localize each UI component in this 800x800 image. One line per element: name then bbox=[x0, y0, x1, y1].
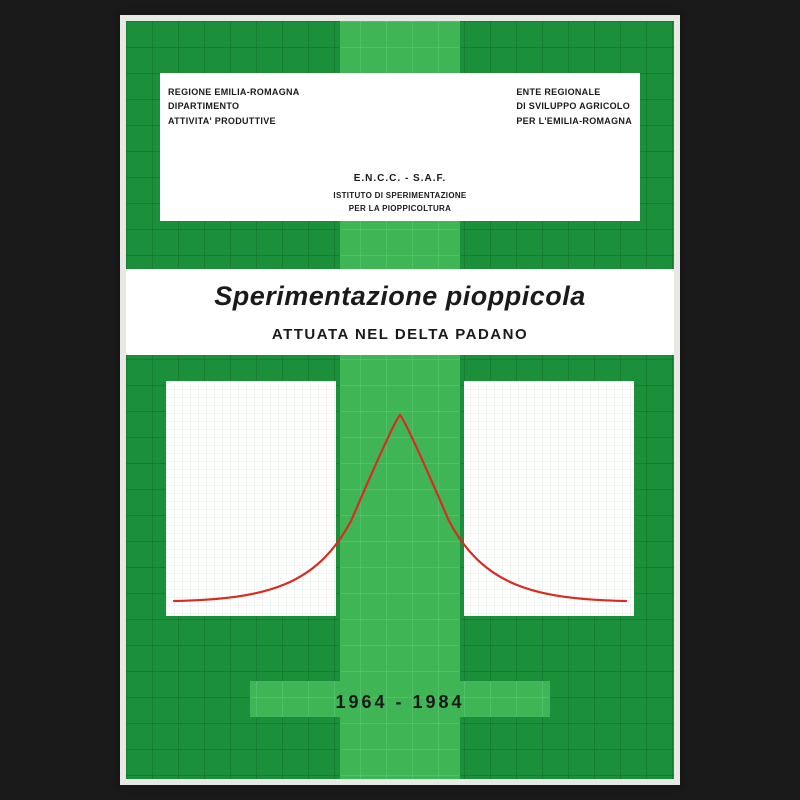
institute-line2: PER LA PIOPPICOLTURA bbox=[333, 203, 466, 216]
title-subtitle: ATTUATA NEL DELTA PADANO bbox=[126, 326, 674, 343]
title-main: Sperimentazione pioppicola bbox=[126, 281, 674, 312]
grid-background bbox=[126, 21, 674, 779]
institute-line1: ISTITUTO DI SPERIMENTAZIONE bbox=[333, 190, 466, 203]
year-range: 1964 - 1984 bbox=[295, 686, 504, 719]
org-right-block: ENTE REGIONALE DI SVILUPPO AGRICOLO PER … bbox=[516, 85, 632, 128]
photo-frame: REGIONE EMILIA-ROMAGNA DIPARTIMENTO ATTI… bbox=[120, 15, 680, 785]
org-right-line2: DI SVILUPPO AGRICOLO bbox=[516, 99, 632, 113]
org-left-line1: REGIONE EMILIA-ROMAGNA bbox=[168, 85, 300, 99]
org-right-line3: PER L'EMILIA-ROMAGNA bbox=[516, 114, 632, 128]
institute-abbr: E.N.C.C. - S.A.F. bbox=[333, 171, 466, 187]
org-left-line2: DIPARTIMENTO bbox=[168, 99, 300, 113]
org-left-line3: ATTIVITA' PRODUTTIVE bbox=[168, 114, 300, 128]
institute-block: E.N.C.C. - S.A.F. ISTITUTO DI SPERIMENTA… bbox=[333, 171, 466, 216]
org-left-block: REGIONE EMILIA-ROMAGNA DIPARTIMENTO ATTI… bbox=[168, 85, 300, 128]
org-right-line1: ENTE REGIONALE bbox=[516, 85, 632, 99]
title-block: Sperimentazione pioppicola ATTUATA NEL D… bbox=[126, 281, 674, 343]
book-cover: REGIONE EMILIA-ROMAGNA DIPARTIMENTO ATTI… bbox=[126, 21, 674, 779]
